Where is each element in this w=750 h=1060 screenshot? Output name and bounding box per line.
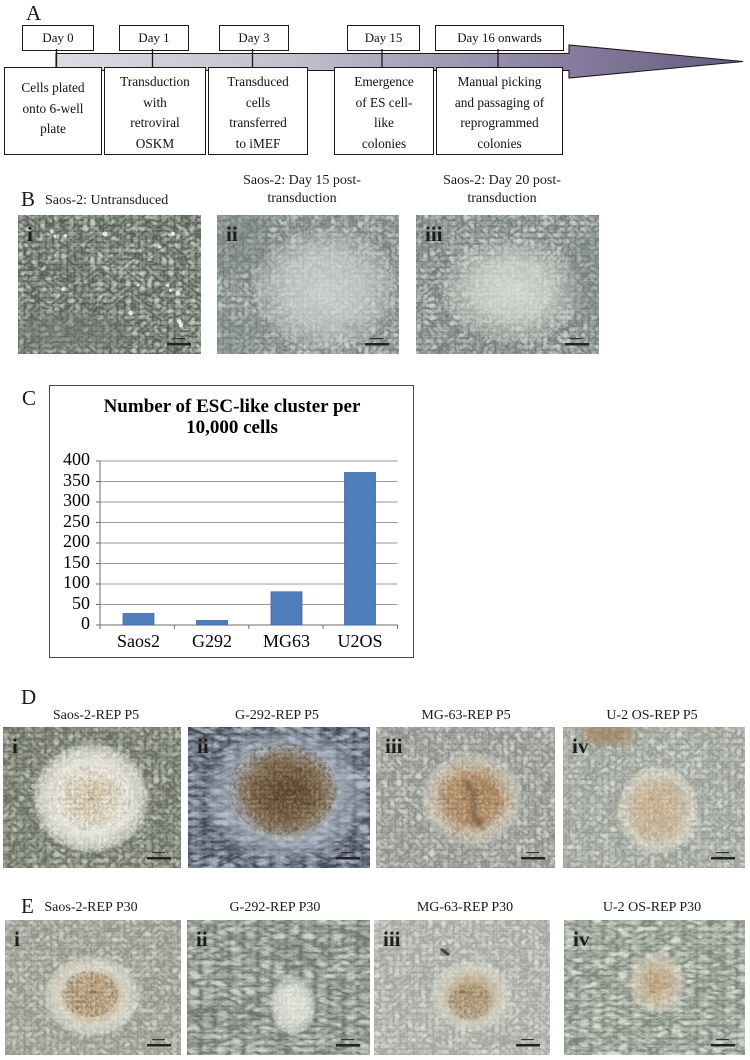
svg-text:ii: ii [197, 734, 209, 758]
svg-text:iv: iv [573, 927, 590, 951]
svg-text:ii: ii [196, 927, 208, 951]
svg-text:i: i [12, 734, 18, 758]
svg-text:iv: iv [572, 734, 589, 758]
svg-text:i: i [27, 222, 33, 246]
svg-text:i: i [14, 927, 20, 951]
svg-text:iii: iii [385, 734, 403, 758]
svg-text:iii: iii [383, 927, 401, 951]
svg-text:iii: iii [425, 222, 443, 246]
svg-text:ii: ii [226, 222, 238, 246]
